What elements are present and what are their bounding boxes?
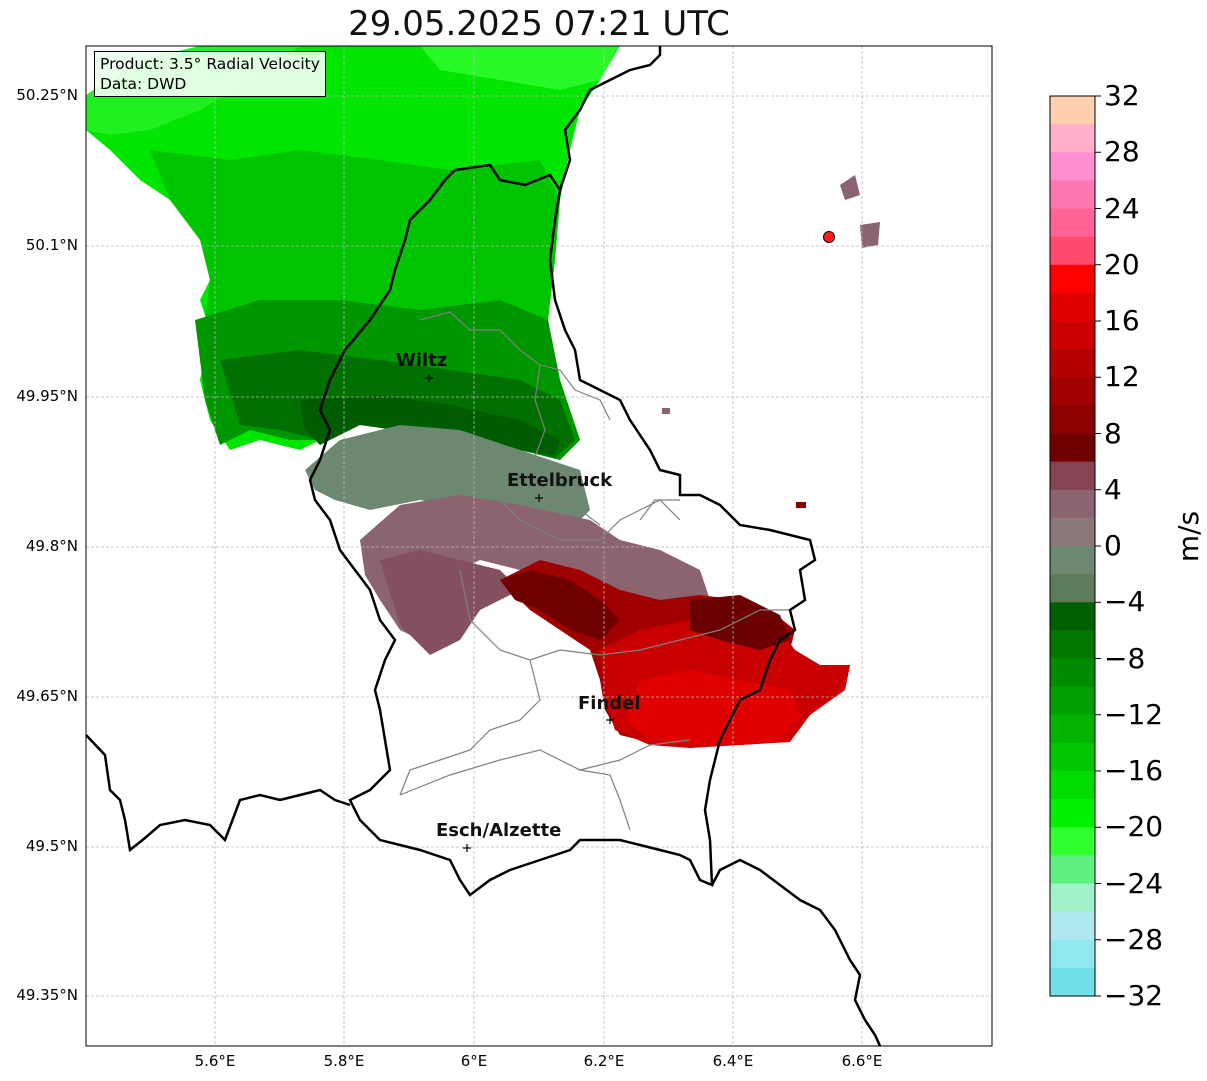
colorbar-tick-label: 4 bbox=[1104, 472, 1122, 506]
colorbar-segment bbox=[1050, 658, 1095, 688]
colorbar-tick-label: 24 bbox=[1104, 191, 1140, 225]
colorbar-segment bbox=[1050, 152, 1095, 181]
lat-label: 49.65°N bbox=[16, 687, 78, 705]
lat-label: 50.25°N bbox=[16, 86, 78, 104]
colorbar-segment bbox=[1050, 855, 1095, 884]
colorbar-tick-label: 12 bbox=[1104, 360, 1140, 394]
colorbar-segment bbox=[1050, 180, 1095, 209]
colorbar-segment bbox=[1050, 264, 1095, 294]
colorbar-tick-label: −28 bbox=[1104, 922, 1164, 956]
lat-label: 49.35°N bbox=[16, 986, 78, 1004]
lon-label: 6.2°E bbox=[583, 1052, 625, 1070]
colorbar-tick-label: −24 bbox=[1104, 866, 1164, 900]
colorbar-tick-label: 16 bbox=[1104, 304, 1140, 337]
lat-label: 49.8°N bbox=[25, 537, 78, 555]
lon-label: 6.4°E bbox=[712, 1052, 754, 1070]
colorbar-tick-label: −12 bbox=[1104, 697, 1164, 731]
colorbar-segment bbox=[1050, 349, 1095, 378]
colorbar-unit-label: m/s bbox=[1172, 510, 1206, 563]
radar-site-marker bbox=[823, 231, 835, 243]
colorbar-segment bbox=[1050, 686, 1095, 716]
colorbar-segment bbox=[1050, 967, 1095, 997]
lat-label: 49.5°N bbox=[25, 837, 78, 855]
colorbar-segment bbox=[1050, 236, 1095, 266]
country-borders bbox=[85, 46, 882, 1047]
city-label-wiltz: Wiltz bbox=[396, 350, 448, 371]
colorbar-tick-label: 20 bbox=[1104, 247, 1140, 281]
colorbar-segment bbox=[1050, 124, 1095, 153]
colorbar-segment bbox=[1050, 742, 1095, 772]
lon-label: 6.6°E bbox=[841, 1052, 883, 1070]
colorbar-tick-label: −20 bbox=[1104, 810, 1164, 844]
canton-borders bbox=[399, 311, 790, 831]
colorbar-segment bbox=[1050, 546, 1095, 575]
colorbar-segment bbox=[1050, 405, 1095, 434]
city-label-esch-alzette: Esch/Alzette bbox=[436, 820, 562, 841]
data-source-label: Data: DWD bbox=[100, 75, 187, 93]
city-label-ettelbruck: Ettelbruck bbox=[507, 470, 613, 491]
colorbar-segment bbox=[1050, 883, 1095, 913]
colorbar-tick-label: −32 bbox=[1104, 979, 1164, 1012]
colorbar-segment bbox=[1050, 771, 1095, 800]
lat-label: 49.95°N bbox=[16, 387, 78, 405]
colorbar-tick-label: −8 bbox=[1104, 641, 1146, 675]
colorbar-segment bbox=[1050, 799, 1095, 828]
colorbar-segment bbox=[1050, 489, 1095, 519]
colorbar-ticks bbox=[1095, 95, 1101, 997]
colorbar-segment bbox=[1050, 574, 1095, 603]
colorbar-segment bbox=[1050, 433, 1095, 463]
colorbar-segment bbox=[1050, 911, 1095, 941]
colorbar-tick-label: 0 bbox=[1104, 529, 1122, 562]
city-label-findel: Findel bbox=[578, 693, 641, 714]
colorbar-segment bbox=[1050, 827, 1095, 856]
lat-label: 50.1°N bbox=[25, 236, 78, 254]
colorbar-segment bbox=[1050, 377, 1095, 406]
product-info-box: Product: 3.5° Radial Velocity Data: DWD bbox=[94, 51, 326, 97]
colorbar-segment bbox=[1050, 630, 1095, 659]
product-label: Product: 3.5° Radial Velocity bbox=[100, 55, 320, 73]
colorbar-tick-label: 32 bbox=[1104, 79, 1140, 112]
colorbar-tick-label: −4 bbox=[1104, 585, 1146, 619]
colorbar-segment bbox=[1050, 602, 1095, 631]
colorbar-segment bbox=[1050, 714, 1095, 744]
colorbar-segment bbox=[1050, 517, 1095, 547]
colorbar-tick-label: 28 bbox=[1104, 135, 1140, 169]
colorbar-tick-label: −16 bbox=[1104, 754, 1164, 787]
lon-label: 5.6°E bbox=[194, 1052, 236, 1070]
colorbar bbox=[1049, 95, 1096, 997]
colorbar-segment bbox=[1050, 292, 1095, 322]
city-markers bbox=[425, 374, 614, 852]
colorbar-segment bbox=[1050, 96, 1095, 125]
lon-label: 5.8°E bbox=[323, 1052, 365, 1070]
colorbar-tick-label: 8 bbox=[1104, 416, 1122, 450]
chart-title: 29.05.2025 07:21 UTC bbox=[348, 4, 730, 44]
colorbar-segment bbox=[1050, 208, 1095, 238]
colorbar-segment bbox=[1050, 321, 1095, 350]
map-frame bbox=[85, 45, 993, 1047]
colorbar-segment bbox=[1050, 939, 1095, 969]
lon-label: 6°E bbox=[460, 1052, 488, 1070]
colorbar-segment bbox=[1050, 461, 1095, 491]
